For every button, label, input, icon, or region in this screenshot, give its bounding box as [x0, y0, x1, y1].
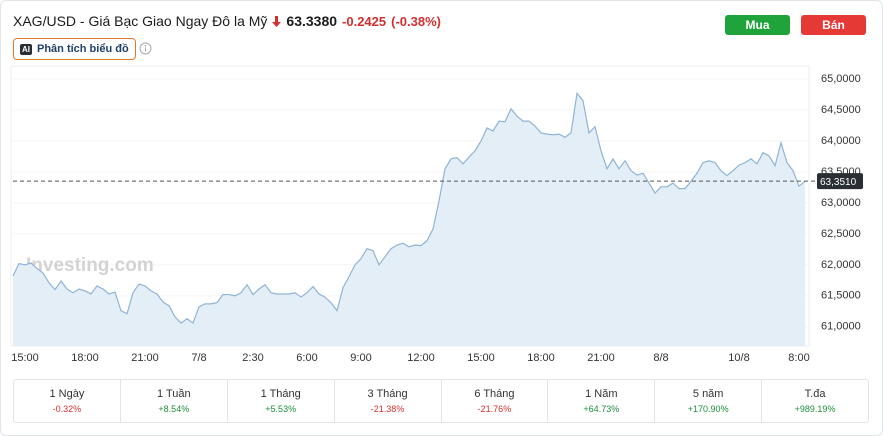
period: 1 Ngày [49, 388, 85, 400]
chart: 61,000061,500062,000062,500063,000063,50… [10, 65, 863, 364]
period-change: -0.32% [52, 404, 82, 414]
ai-badge: AI [20, 43, 32, 55]
x-tick-label: 21:00 [587, 352, 615, 364]
price-line [12, 91, 806, 325]
performance-cell[interactable]: 3 Tháng -21.38% [335, 380, 442, 422]
x-tick-label: 15:00 [467, 352, 495, 364]
x-tick-label: 12:00 [407, 352, 435, 364]
down-arrow [272, 15, 282, 27]
change-percent: (-0.38%) [391, 13, 441, 29]
period: T.đa [804, 388, 826, 400]
x-tick-label: 21:00 [131, 352, 159, 364]
x-tick-label: 8/8 [653, 352, 668, 364]
period-change: -21.38% [370, 404, 405, 414]
y-tick-label: 62,5000 [821, 228, 861, 240]
x-tick-label: 15:00 [11, 352, 39, 364]
y-tick-label: 65,0000 [821, 73, 861, 85]
y-tick-label: 61,5000 [821, 290, 861, 302]
x-tick-label: 6:00 [296, 352, 317, 364]
info-icon[interactable] [139, 42, 152, 55]
y-tick-label: 62,0000 [821, 259, 861, 271]
performance-cell[interactable]: 6 Tháng -21.76% [442, 380, 549, 422]
sell-button[interactable]: Bán [801, 15, 866, 35]
period-change: +170.90% [687, 404, 729, 414]
y-tick-label: 64,0000 [821, 135, 861, 147]
buy-button[interactable]: Mua [725, 15, 790, 35]
header: XAG/USD - Giá Bạc Giao Ngay Đô la Mỹ 63.… [13, 13, 441, 29]
performance-cell[interactable]: 1 Năm +64.73% [548, 380, 656, 422]
x-tick-label: 18:00 [527, 352, 555, 364]
period-change: +5.53% [265, 404, 297, 414]
x-tick-label: 18:00 [71, 352, 99, 364]
period: 1 Tuần [156, 388, 191, 400]
y-tick-label: 64,5000 [821, 104, 861, 116]
period-change: -21.76% [477, 404, 512, 414]
change: -0.2425 [342, 13, 387, 29]
area-fill [13, 93, 805, 346]
performance-cell[interactable]: 1 Tháng +5.53% [228, 380, 335, 422]
current-price-label: 63,3510 [820, 177, 857, 188]
period: 3 Tháng [367, 388, 408, 400]
x-tick-label: 9:00 [350, 352, 371, 364]
performance-cell[interactable]: 5 năm +170.90% [655, 380, 763, 422]
performance-cell[interactable]: 1 Tuần +8.54% [121, 380, 228, 422]
y-tick-label: 63,0000 [821, 197, 861, 209]
x-tick-label: 8:00 [788, 352, 809, 364]
x-tick-label: 10/8 [728, 352, 749, 364]
period-change: +64.73% [583, 404, 620, 414]
performance-bar: 1 Ngày -0.32% 1 Tuần +8.54% 1 Tháng +5.53% 3 T… [13, 379, 869, 423]
period: 1 Năm [585, 388, 618, 400]
period: 6 Tháng [474, 388, 515, 400]
analysis-button[interactable]: AI Phân tích biểu đồ [13, 38, 136, 60]
performance-cell[interactable]: T.đa +989.19% [762, 380, 868, 422]
performance-cell[interactable]: 1 Ngày -0.32% [14, 380, 121, 422]
y-tick-label: 61,0000 [821, 321, 861, 333]
analysis-label: Phân tích biểu đồ [37, 43, 129, 55]
period: 5 năm [692, 388, 724, 400]
watermark: Investing.com [26, 255, 154, 276]
period: 1 Tháng [260, 388, 301, 400]
x-tick-label: 7/8 [191, 352, 206, 364]
period-change: +8.54% [158, 404, 190, 414]
title: XAG/USD - Giá Bạc Giao Ngay Đô la Mỹ [13, 13, 268, 29]
current-price-box [817, 173, 863, 190]
x-tick-label: 2:30 [242, 352, 263, 364]
price: 63.3380 [286, 13, 338, 29]
period-change: +989.19% [794, 404, 836, 414]
